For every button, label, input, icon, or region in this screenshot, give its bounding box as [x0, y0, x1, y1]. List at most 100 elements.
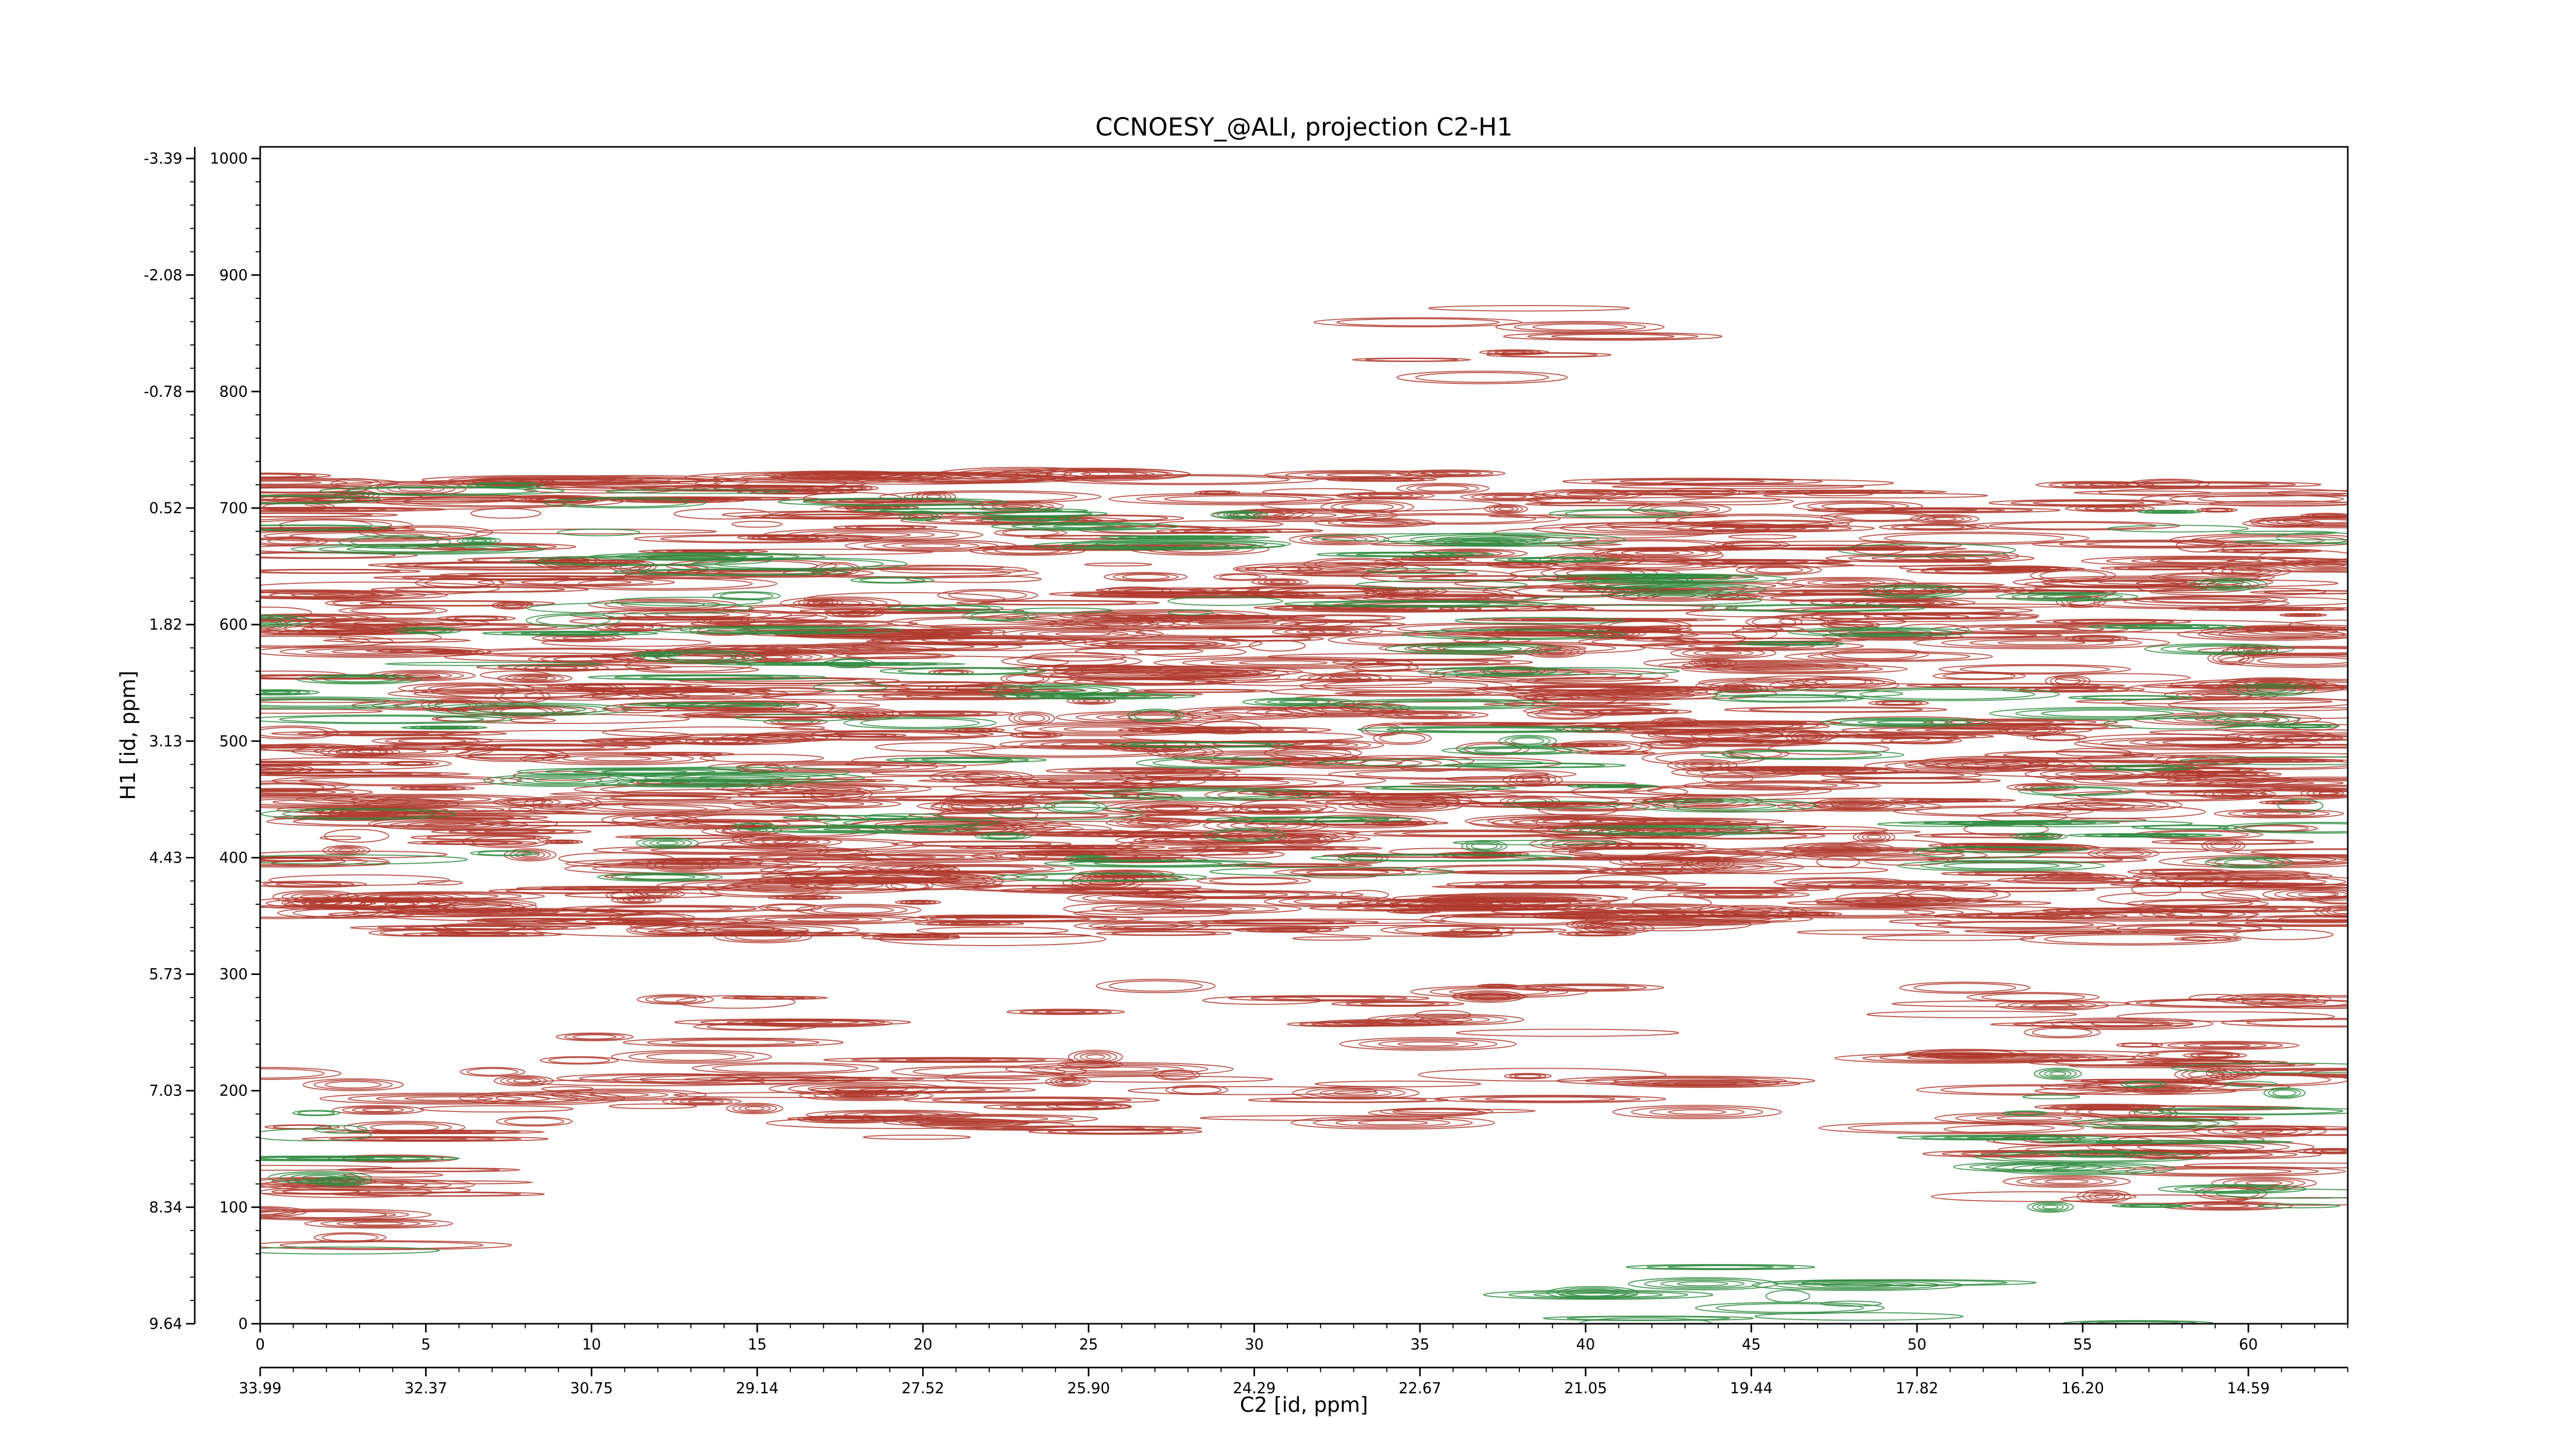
contour-peak [1272, 614, 1405, 622]
contour-peak [813, 682, 888, 693]
contour-peak [2078, 754, 2212, 764]
contour-peak [1030, 1064, 1209, 1075]
contour-peak [1381, 786, 1501, 790]
contour-peak [475, 482, 536, 488]
contour-peak [994, 547, 1060, 554]
contour-peak [611, 896, 662, 904]
x-tick-label: 50 [1907, 1336, 1926, 1353]
contour-peak [2001, 760, 2193, 767]
contour-peak [466, 1068, 518, 1076]
contour-peak [806, 599, 875, 608]
contour-peak [260, 788, 354, 796]
contour-peak [2177, 645, 2262, 653]
contour-peak [319, 835, 362, 840]
contour-peak [505, 674, 565, 683]
contour-peak [454, 616, 499, 620]
contour-peak [2176, 538, 2226, 553]
contour-peak [1079, 1052, 1111, 1061]
contour-peak [1446, 776, 1551, 782]
contour-peak [260, 782, 336, 792]
contour-peak [1045, 1010, 1087, 1014]
contour-peak [342, 1106, 414, 1114]
contour-peak [622, 1037, 844, 1048]
contour-peak [1000, 673, 1050, 684]
contour-peak [2227, 683, 2315, 697]
contour-peak [1073, 909, 1231, 918]
contour-peak [585, 919, 722, 924]
contour-peak [2016, 833, 2062, 840]
contour-peak [1354, 659, 1511, 665]
contour-peak [987, 834, 1020, 839]
contour-peak [2003, 686, 2145, 693]
contour-peak [302, 1078, 404, 1091]
contour-peak [608, 913, 695, 923]
contour-peak [1341, 520, 1410, 526]
contour-peak [1925, 516, 1964, 522]
contour-peak [2032, 734, 2081, 741]
contour-peak [1917, 515, 1972, 523]
contour-peak [671, 1039, 795, 1045]
contour-peak [1133, 891, 1289, 898]
contour-peak [2044, 1179, 2089, 1184]
contour-peak [2125, 1081, 2162, 1088]
contour-peak [1486, 906, 1552, 909]
contour-peak [1835, 508, 2033, 513]
contour-peak [1109, 741, 1294, 748]
contour-peak [1449, 988, 1549, 996]
contour-peak [2112, 1141, 2290, 1153]
contour-peak [1726, 782, 1838, 789]
contour-peak [1012, 608, 1113, 614]
contour-peak [430, 684, 606, 698]
contour-peak [553, 577, 777, 591]
contour-peak [1913, 636, 2170, 650]
contour-peak [1383, 562, 1510, 565]
contour-peak [1248, 1097, 1449, 1103]
contour-peak [670, 1098, 733, 1105]
contour-peak [2143, 825, 2229, 830]
contour-peak [931, 630, 970, 633]
contour-peak [1416, 485, 1469, 492]
contour-peak [947, 803, 1025, 809]
contour-peak [1342, 601, 1491, 606]
contour-peak [937, 876, 996, 887]
contour-peak [1031, 884, 1202, 891]
contour-peak [945, 745, 1185, 758]
contour-peak [1442, 646, 1503, 651]
contour-peak [636, 994, 714, 1005]
contour-peak [1314, 1081, 1482, 1088]
contour-peak [1392, 893, 1628, 903]
contour-peak [456, 537, 502, 545]
contour-peak [595, 738, 696, 745]
contour-peak [1036, 831, 1217, 837]
contour-peak [770, 718, 821, 725]
contour-peak [260, 1155, 460, 1161]
contour-peak [693, 1022, 818, 1031]
contour-peak [1878, 524, 1989, 531]
contour-peak [769, 475, 858, 480]
contour-peak [1019, 1009, 1112, 1015]
contour-peak [2153, 1168, 2292, 1175]
contour-peak [787, 917, 860, 922]
contour-peak [1700, 741, 1764, 745]
contour-peak [2036, 618, 2191, 625]
contour-peak [908, 512, 934, 519]
contour-peak [268, 874, 450, 886]
contour-peak [1219, 573, 1262, 581]
contour-peak [1456, 606, 1578, 611]
contour-peak [636, 837, 699, 849]
contour-peak [2012, 1022, 2172, 1027]
contour-peak [1967, 1136, 2040, 1139]
contour-peak [2080, 1105, 2129, 1109]
contour-peak [830, 485, 873, 491]
contour-peak [751, 654, 803, 660]
contour-peak [1514, 322, 1646, 332]
contour-peak [2233, 549, 2298, 553]
contour-peak [993, 872, 1207, 882]
contour-peak [310, 675, 409, 684]
contour-peak [624, 874, 696, 880]
y-tick-label: 400 [219, 849, 248, 866]
contour-peak [953, 783, 1136, 794]
contour-peak [988, 806, 1143, 820]
y-ppm-tick-label: -0.78 [144, 383, 182, 400]
contour-peak [1803, 850, 1965, 860]
